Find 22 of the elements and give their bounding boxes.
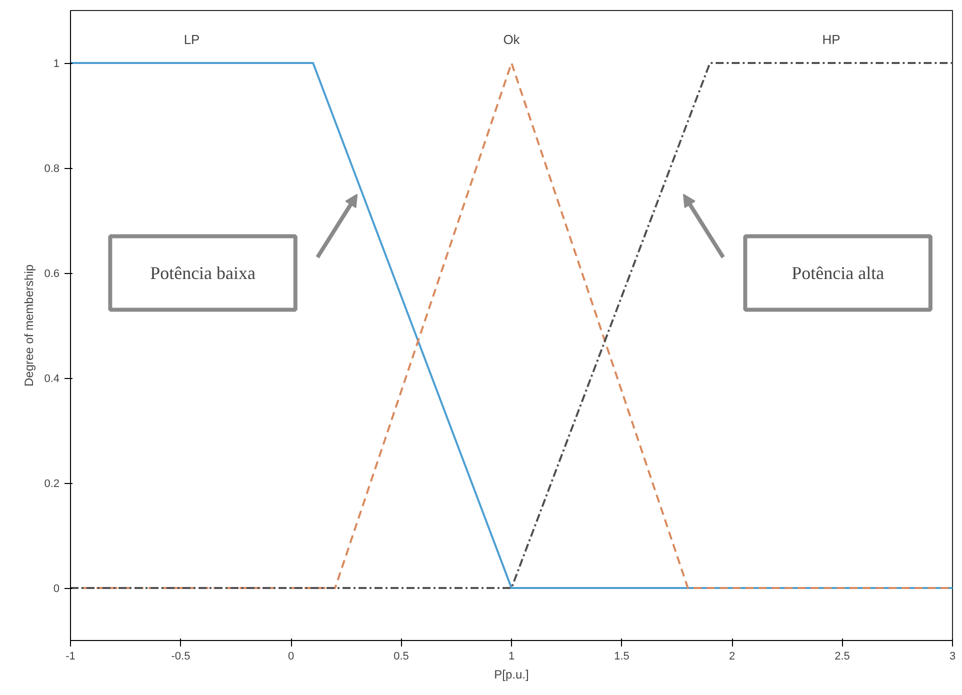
x-axis-title: P[p.u.]	[494, 668, 529, 682]
x-tick-label: 1	[508, 650, 515, 662]
x-tick-label: -0.5	[171, 650, 190, 662]
y-axis-title: Degree of membership	[22, 264, 36, 387]
y-tick-label: 0	[53, 583, 60, 595]
annotation: Potência baixa	[150, 263, 256, 283]
x-tick-label: 0	[288, 650, 294, 662]
y-tick-label: 0.6	[44, 268, 60, 280]
y-tick-label: 0.2	[44, 478, 60, 490]
x-tick-label: 1.5	[614, 650, 630, 662]
y-tick-label: 0.4	[44, 373, 60, 385]
y-tick-label: 0.8	[44, 163, 60, 175]
annotation: Potência alta	[792, 263, 884, 283]
y-tick-label: 1	[53, 58, 60, 70]
x-tick-label: 0.5	[394, 650, 409, 662]
series-label: LP	[184, 32, 200, 47]
series-label: Ok	[503, 32, 520, 47]
x-tick-label: 2	[728, 650, 736, 662]
x-tick-label: -1	[66, 650, 76, 662]
x-tick-label: 3	[949, 650, 956, 662]
series-label: HP	[822, 32, 840, 47]
x-tick-label: 2.5	[834, 650, 850, 662]
